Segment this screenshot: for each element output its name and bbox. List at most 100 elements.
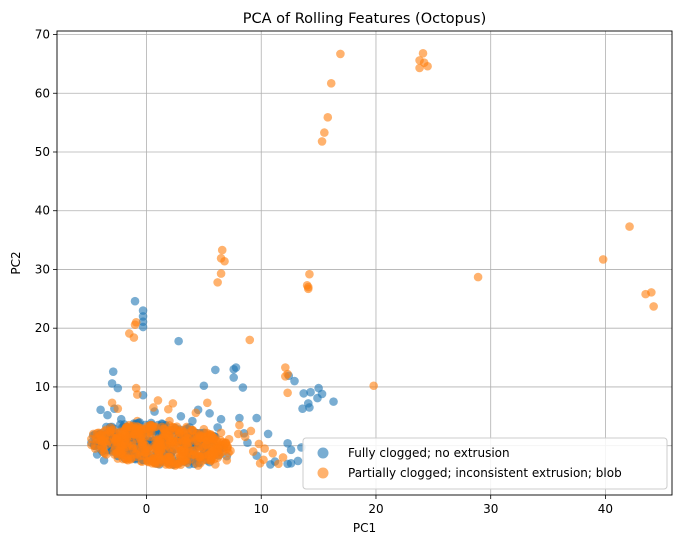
scatter-point (184, 447, 194, 457)
legend-marker-partially-clogged (317, 467, 329, 479)
scatter-point (135, 434, 145, 443)
scatter-point (329, 397, 338, 406)
scatter-point (216, 428, 226, 438)
scatter-point (132, 452, 142, 462)
scatter-point (143, 443, 153, 453)
scatter-point (205, 409, 214, 418)
scatter-point (128, 444, 138, 453)
scatter-point (415, 63, 424, 73)
y-tick-label: 40 (35, 204, 50, 218)
scatter-point (191, 408, 201, 418)
scatter-point (118, 454, 128, 464)
scatter-point (235, 420, 244, 430)
scatter-point (189, 432, 199, 442)
scatter-point (195, 458, 205, 468)
x-tick-label: 40 (598, 502, 613, 516)
scatter-point (216, 269, 226, 278)
scatter-point (625, 222, 634, 231)
y-tick-label: 10 (35, 380, 50, 394)
scatter-point (283, 388, 292, 398)
y-tick-label: 20 (35, 321, 50, 335)
scatter-point (176, 411, 186, 421)
scatter-point (246, 426, 256, 436)
scatter-point (220, 256, 229, 266)
scatter-point (260, 444, 269, 453)
y-tick-label: 60 (35, 86, 50, 100)
scatter-point (303, 284, 313, 294)
scatter-point (649, 302, 658, 311)
scatter-point (254, 439, 264, 449)
scatter-point (131, 383, 141, 393)
scatter-point (274, 459, 283, 469)
scatter-point (290, 376, 299, 386)
scatter-point (423, 61, 432, 71)
x-tick-label: 30 (483, 502, 498, 516)
scatter-point (103, 410, 112, 420)
scatter-point (164, 433, 174, 443)
scatter-point (235, 413, 244, 423)
scatter-point (286, 445, 296, 455)
scatter-point (293, 456, 303, 466)
scatter-point (133, 390, 142, 399)
scatter-point (107, 398, 117, 408)
scatter-point (240, 432, 250, 442)
scatter-point (207, 431, 217, 441)
scatter-point (299, 389, 308, 398)
scatter-point (473, 272, 483, 282)
scatter-point (207, 453, 216, 463)
legend-label-partially-clogged: Partially clogged; inconsistent extrusio… (348, 466, 622, 480)
scatter-point (175, 453, 185, 462)
scatter-point (418, 49, 428, 58)
scatter-point (149, 403, 158, 412)
scatter-point (323, 113, 333, 122)
y-tick-label: 0 (42, 439, 50, 453)
scatter-point (129, 333, 139, 342)
scatter-point (97, 436, 106, 446)
scatter-point (326, 78, 336, 88)
scatter-point (283, 459, 292, 469)
scatter-point (120, 439, 130, 449)
scatter-point (121, 431, 130, 441)
scatter-point (101, 425, 111, 434)
scatter-point (130, 320, 140, 329)
y-tick-label: 70 (35, 28, 50, 42)
legend-label-fully-clogged: Fully clogged; no extrusion (348, 446, 510, 460)
scatter-point (283, 439, 292, 448)
scatter-point (175, 428, 184, 438)
legend: Fully clogged; no extrusion Partially cl… (302, 437, 668, 490)
x-tick-label: 0 (143, 502, 151, 516)
scatter-point (165, 448, 174, 457)
x-tick-label: 20 (368, 502, 383, 516)
scatter-point (336, 49, 345, 59)
scatter-point (598, 255, 608, 264)
scatter-point (211, 365, 220, 375)
scatter-point (207, 443, 217, 452)
x-axis-title: PC1 (353, 521, 376, 535)
scatter-point (263, 429, 273, 439)
plot-frame (56, 30, 673, 496)
scatter-point (252, 413, 261, 423)
scatter-points (87, 49, 658, 470)
series-1 (96, 49, 658, 470)
scatter-point (268, 448, 278, 458)
scatter-point (217, 245, 227, 255)
y-tick-label: 50 (35, 145, 50, 159)
scatter-point (108, 425, 118, 434)
scatter-point (87, 434, 96, 444)
scatter-point (306, 387, 315, 397)
scatter-point (199, 381, 209, 391)
scatter-point (153, 396, 163, 405)
scatter-point (229, 373, 238, 382)
scatter-point (108, 367, 118, 376)
scatter-point (192, 450, 201, 459)
scatter-point (231, 363, 241, 372)
scatter-point (157, 456, 167, 466)
scatter-point (223, 441, 232, 451)
scatter-point (113, 404, 123, 413)
scatter-point (216, 414, 226, 424)
scatter-point (96, 405, 105, 415)
scatter-point (128, 421, 138, 431)
scatter-point (168, 399, 178, 408)
scatter-point (248, 447, 258, 456)
